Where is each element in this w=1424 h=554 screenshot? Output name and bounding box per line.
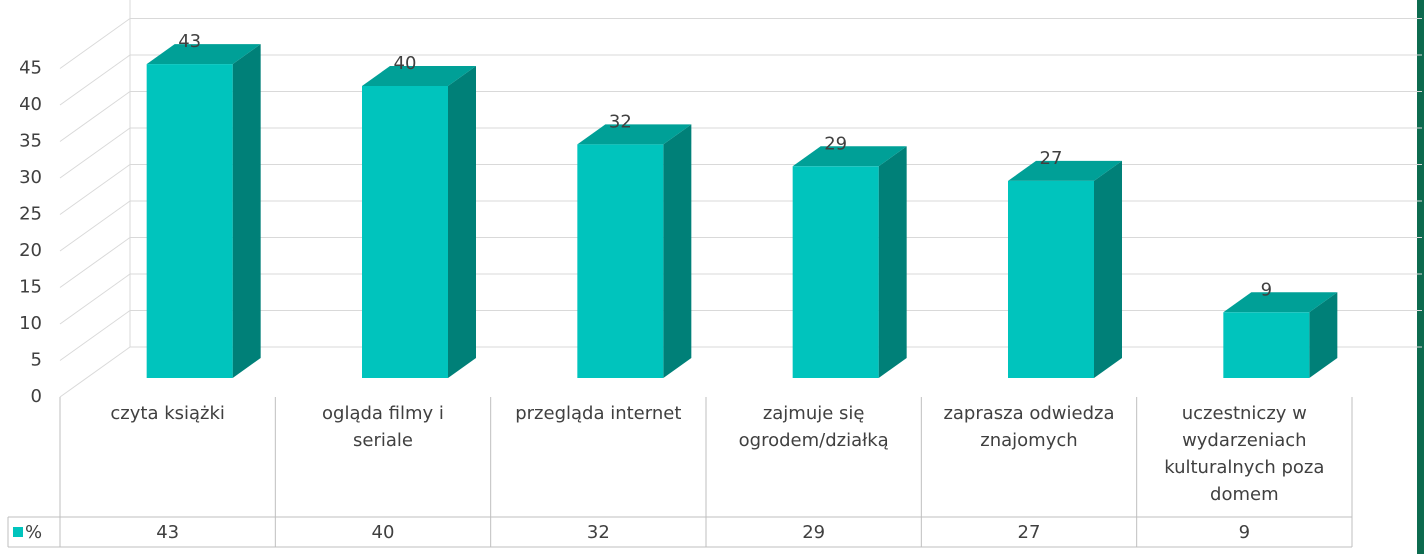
bar-side	[663, 124, 692, 379]
grid-line	[59, 54, 131, 106]
x-tick-label: ogląda filmy i seriale	[322, 403, 444, 451]
bar-top	[1008, 160, 1122, 181]
bar-top	[792, 146, 907, 167]
bar-top	[577, 124, 692, 145]
bar-side	[448, 66, 476, 378]
bar	[577, 144, 664, 378]
grid-line	[59, 346, 131, 398]
bar-top	[1223, 292, 1338, 313]
grid-line	[59, 91, 131, 142]
x-tick-label: czyta książki	[110, 403, 225, 424]
x-tick-label: zaprasza odwiedza znajomych	[943, 403, 1115, 451]
grid-line	[59, 18, 131, 69]
table-value: 29	[802, 522, 825, 543]
y-tick-label: 10	[19, 313, 42, 334]
bar-side	[232, 44, 261, 378]
legend-label: %	[25, 522, 42, 543]
grid-line	[59, 273, 131, 325]
x-tick-label: przegląda internet	[515, 403, 682, 424]
table-value: 43	[156, 522, 179, 543]
data-label: 40	[394, 53, 417, 74]
bar	[1223, 312, 1310, 378]
y-tick-label: 30	[19, 167, 42, 188]
y-tick-label: 15	[19, 277, 42, 298]
bar	[1008, 180, 1094, 378]
bar-side	[1309, 292, 1338, 378]
data-label: 9	[1261, 279, 1272, 300]
data-label: 43	[178, 31, 201, 52]
table-value: 9	[1239, 522, 1250, 543]
data-label: 29	[824, 133, 847, 154]
grid-line	[59, 310, 131, 361]
y-tick-label: 5	[31, 350, 42, 371]
bar-top	[362, 66, 476, 86]
table-value: 32	[587, 522, 610, 543]
table-value: 27	[1018, 522, 1041, 543]
grid-line	[59, 127, 131, 179]
y-tick-label: 20	[19, 240, 42, 261]
bar-side	[878, 146, 907, 378]
x-tick-label: uczestniczy w wydarzeniach kulturalnych …	[1164, 403, 1325, 505]
data-label: 32	[609, 111, 632, 132]
table-value: 40	[372, 522, 395, 543]
legend-key	[13, 527, 23, 537]
y-tick-label: 0	[31, 386, 42, 407]
bar	[362, 86, 448, 378]
frame-stripe	[1417, 0, 1424, 554]
grid-line	[59, 200, 131, 252]
grid-line	[59, 164, 131, 215]
bar	[792, 166, 879, 378]
y-tick-label: 40	[19, 94, 42, 115]
bar-top	[146, 44, 261, 65]
data-label: 27	[1040, 148, 1063, 169]
y-tick-label: 25	[19, 204, 42, 225]
x-tick-label: zajmuje się ogrodem/działką	[738, 403, 889, 451]
bar	[146, 64, 233, 378]
grid-line	[59, 237, 131, 288]
bar-side	[1094, 160, 1122, 378]
y-tick-label: 45	[19, 58, 42, 79]
y-tick-label: 35	[19, 131, 42, 152]
